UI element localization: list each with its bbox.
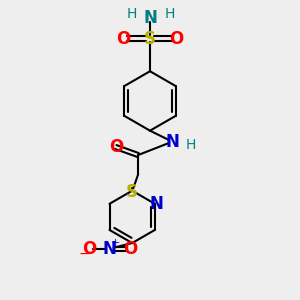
Text: O: O — [116, 29, 130, 47]
Text: +: + — [110, 238, 120, 248]
Text: N: N — [150, 195, 164, 213]
Text: −: − — [79, 247, 90, 261]
Text: O: O — [82, 240, 96, 258]
Text: S: S — [144, 29, 156, 47]
Text: O: O — [169, 29, 184, 47]
Text: H: H — [164, 7, 175, 21]
Text: N: N — [165, 133, 179, 151]
Text: N: N — [103, 240, 117, 258]
Text: H: H — [186, 138, 196, 152]
Text: O: O — [109, 138, 123, 156]
Text: O: O — [124, 240, 138, 258]
Text: S: S — [126, 183, 138, 201]
Text: H: H — [127, 7, 137, 21]
Text: N: N — [143, 9, 157, 27]
